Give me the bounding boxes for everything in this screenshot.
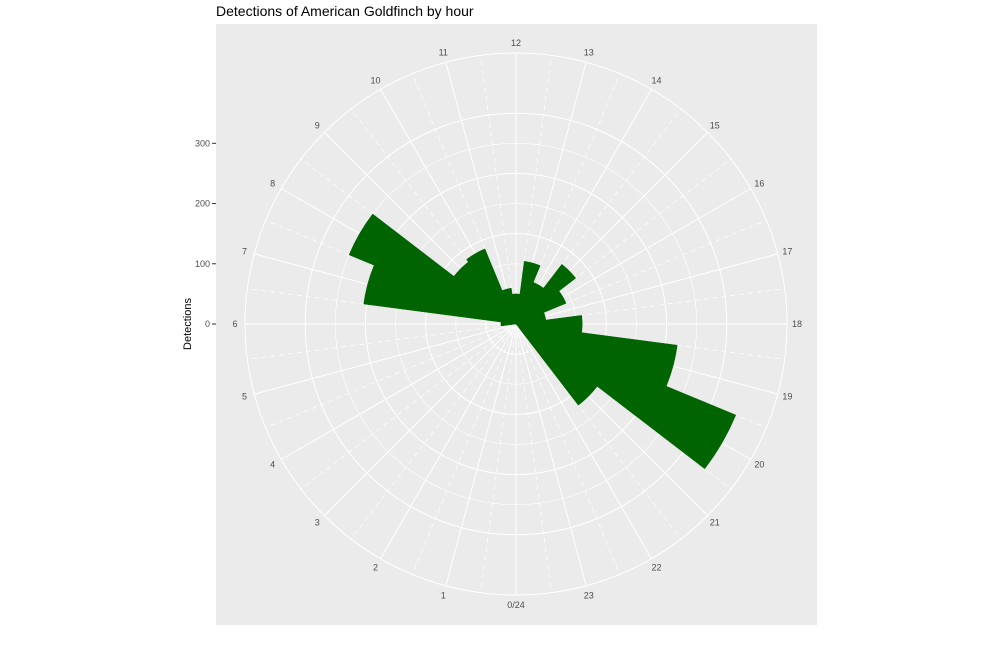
y-tick-label: 300 — [195, 138, 210, 148]
y-tick-label: 200 — [195, 199, 210, 209]
hour-label: 23 — [584, 590, 594, 600]
hour-label: 2 — [373, 562, 378, 572]
bar-hour-10 — [466, 248, 517, 325]
bar-hour-8 — [348, 213, 517, 325]
bar-hour-13 — [515, 261, 541, 325]
hour-label: 0/24 — [507, 600, 525, 610]
hour-label: 17 — [782, 246, 792, 256]
hour-label: 16 — [754, 179, 764, 189]
hour-label: 10 — [370, 76, 380, 86]
radial-gridline — [254, 323, 517, 395]
radial-gridline — [515, 323, 587, 586]
radial-gridline-minor — [480, 55, 517, 325]
radial-gridline-minor — [350, 323, 517, 540]
hour-label: 14 — [651, 76, 661, 86]
hour-label: 8 — [270, 179, 275, 189]
radial-gridline — [324, 323, 517, 516]
radial-gridline — [445, 323, 517, 586]
radial-gridline-minor — [515, 323, 621, 575]
hour-label: 11 — [439, 48, 448, 58]
labels-layer: 0/24123456789101112131415161718192021222… — [232, 38, 802, 610]
radial-gridline-minor — [480, 323, 517, 593]
hour-label: 21 — [710, 518, 720, 528]
radial-gridline-minor — [247, 323, 517, 360]
bar-hour-11 — [501, 287, 517, 325]
radial-gridline-minor — [300, 323, 517, 490]
radial-gridline — [281, 323, 517, 460]
radial-gridline — [515, 323, 652, 559]
bar-hour-21 — [515, 323, 598, 406]
radial-gridline-minor — [515, 323, 552, 593]
bars-layer — [348, 213, 737, 470]
radial-gridline-minor — [411, 323, 517, 575]
y-axis-title: Detections — [182, 298, 194, 350]
grid-layer — [244, 52, 788, 596]
radial-gridline — [445, 62, 517, 325]
hour-label: 7 — [242, 246, 247, 256]
hour-label: 13 — [584, 48, 594, 58]
radial-gridline — [380, 323, 517, 559]
hour-label: 6 — [232, 319, 237, 329]
hour-label: 1 — [441, 590, 446, 600]
bar-hour-20 — [515, 323, 737, 470]
hour-label: 22 — [651, 562, 661, 572]
y-tick-label: 0 — [205, 319, 210, 329]
hour-label: 5 — [242, 392, 247, 402]
bar-hour-16 — [515, 290, 567, 325]
hour-label: 12 — [511, 38, 521, 48]
radial-gridline — [515, 253, 778, 325]
hour-label: 3 — [315, 518, 320, 528]
hour-label: 20 — [754, 460, 764, 470]
radial-gridline-minor — [265, 323, 517, 429]
hour-label: 19 — [782, 392, 792, 402]
y-axis: 0 100 200 300 — [195, 138, 216, 329]
hour-label: 9 — [315, 120, 320, 130]
y-tick-label: 100 — [195, 259, 210, 269]
hour-label: 18 — [792, 319, 802, 329]
hour-label: 15 — [710, 120, 720, 130]
bar-hour-15 — [515, 263, 577, 325]
chart-title: Detections of American Goldfinch by hour — [216, 3, 474, 19]
hour-label: 4 — [270, 460, 275, 470]
